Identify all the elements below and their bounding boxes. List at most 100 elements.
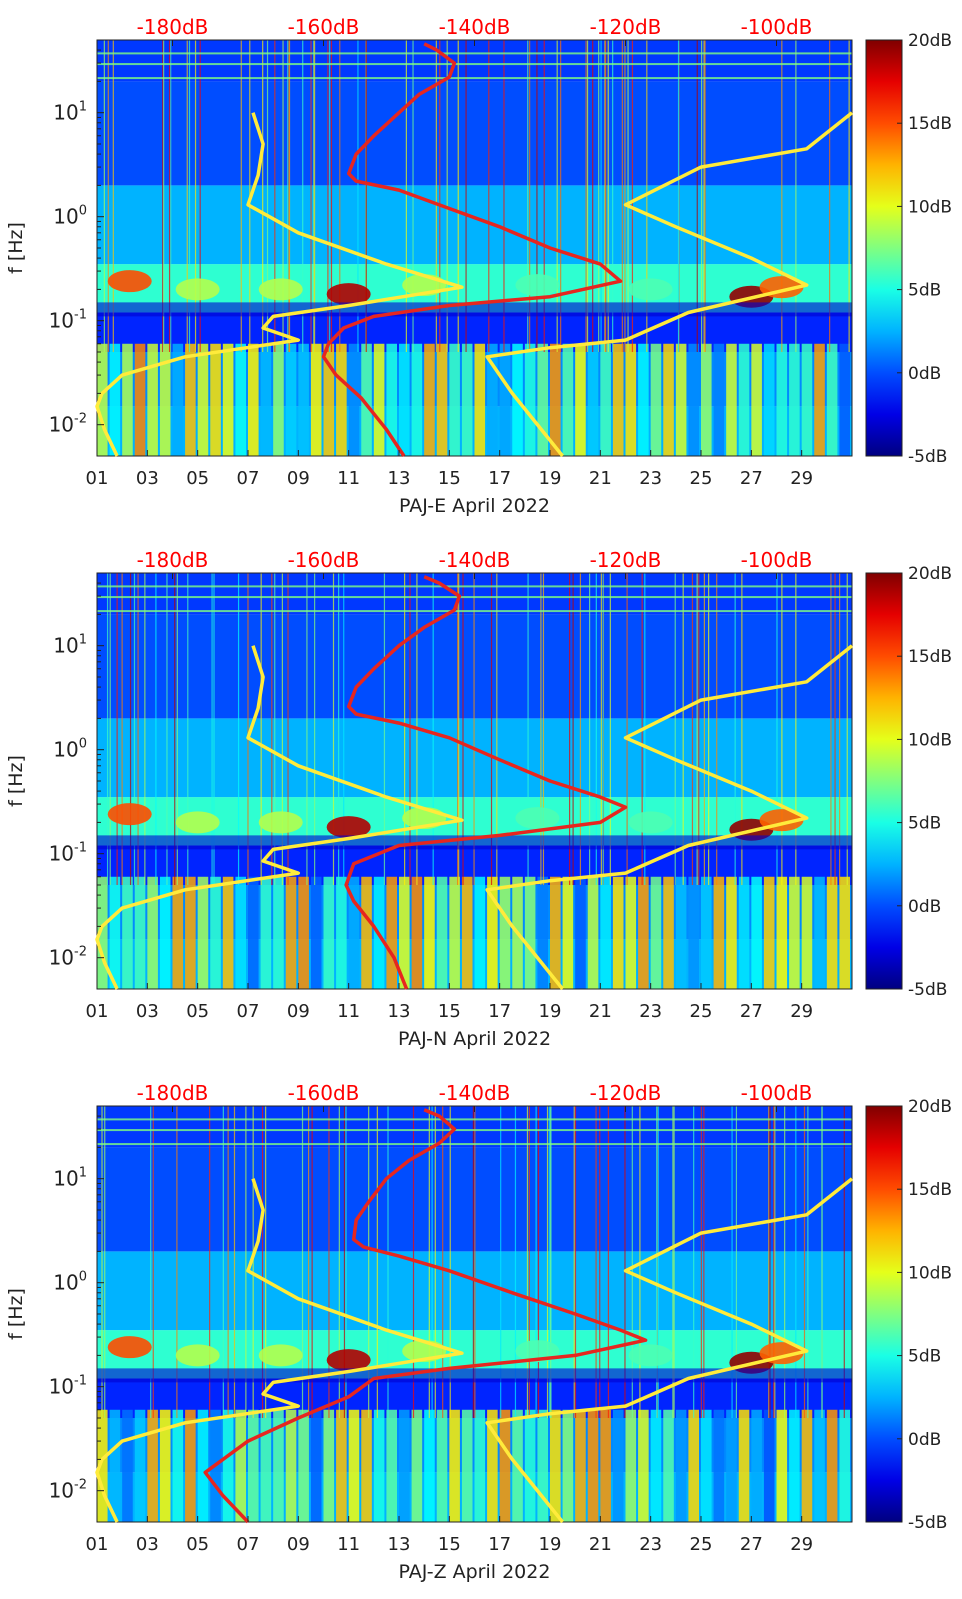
microseism-blob — [258, 278, 303, 301]
series-line-noise-model-high — [485, 644, 854, 991]
y-tick-label: 10-1 — [49, 1374, 87, 1399]
transient-line — [245, 1106, 247, 1418]
transient-line — [261, 1106, 264, 1418]
microseism-blob — [107, 803, 152, 826]
transient-line — [343, 1106, 346, 1418]
x-tick-label: 07 — [237, 1001, 260, 1022]
series-line-station-spectrum — [344, 575, 628, 990]
transient-line — [677, 40, 680, 352]
heatmap-column — [688, 876, 699, 989]
transient-line — [795, 40, 797, 352]
transient-line — [152, 1106, 154, 1418]
transient-line — [612, 40, 614, 352]
transient-line — [700, 1106, 702, 1418]
transient-line — [252, 1106, 254, 1418]
colorbar-tick-label: 20dB — [908, 1097, 952, 1117]
transient-line — [682, 573, 684, 885]
transient-line — [368, 1106, 370, 1418]
transient-line — [550, 1106, 552, 1418]
heatmap-column — [801, 343, 813, 456]
top-axis-tick-label: -160dB — [288, 1081, 360, 1105]
heatmap-column — [650, 1409, 662, 1522]
heatmap-column — [185, 876, 196, 989]
transient-line — [332, 573, 335, 885]
transient-line — [529, 40, 531, 352]
transient-line — [428, 1106, 430, 1418]
heatmap-column — [575, 343, 586, 456]
x-tick-label: 17 — [488, 1534, 511, 1555]
heatmap-column — [411, 876, 423, 989]
heatmap-column — [726, 876, 737, 989]
top-axis-tick-label: -100dB — [741, 1081, 813, 1105]
x-axis-label: PAJ-N April 2022 — [398, 1028, 551, 1050]
heatmap-column — [260, 343, 272, 456]
heatmap-column — [789, 343, 800, 456]
x-tick-label: 21 — [589, 1534, 612, 1555]
transient-line — [302, 40, 304, 352]
heatmap-column — [801, 876, 813, 989]
series-line-station-spectrum — [321, 42, 623, 457]
transient-line — [586, 40, 589, 352]
transient-line — [514, 1106, 517, 1418]
transient-line — [186, 40, 188, 352]
x-tick-label: 07 — [237, 1534, 260, 1555]
y-tick-label: 101 — [53, 1166, 87, 1191]
series-line-station-spectrum — [203, 1108, 648, 1524]
x-tick-label: 25 — [690, 468, 713, 489]
transient-line — [288, 40, 290, 352]
heatmap-column — [185, 343, 196, 456]
heatmap-column — [449, 876, 460, 989]
heatmap-column — [701, 343, 712, 456]
heatmap-column — [663, 1409, 674, 1522]
transient-line — [579, 573, 582, 885]
transient-line — [607, 40, 609, 352]
transient-line — [526, 1106, 529, 1418]
heatmap-column — [285, 876, 297, 989]
transient-line — [338, 1106, 340, 1418]
transient-line — [490, 573, 493, 885]
transient-line — [673, 1106, 675, 1418]
transient-line — [573, 1106, 575, 1418]
colorbar-tick-label: -5dB — [908, 980, 947, 1000]
heatmap-column — [537, 1409, 548, 1522]
heatmap-column — [562, 343, 574, 456]
transient-line — [112, 40, 114, 352]
transient-line — [431, 1106, 433, 1418]
series-line-noise-model-high — [485, 111, 854, 458]
transient-line — [155, 573, 157, 885]
heatmap-column — [449, 343, 460, 456]
transient-line — [162, 40, 164, 352]
transient-line — [585, 40, 587, 352]
x-tick-label: 25 — [690, 1534, 713, 1555]
transient-line — [839, 573, 841, 885]
transient-line — [274, 573, 276, 885]
x-axis-label: PAJ-E April 2022 — [399, 495, 550, 517]
transient-line — [107, 40, 109, 352]
heatmap-column — [650, 876, 662, 989]
transient-line — [600, 40, 602, 352]
heatmap-column — [147, 1409, 158, 1522]
y-tick-label: 100 — [53, 204, 87, 229]
harmonic-line — [97, 52, 852, 55]
transient-line — [560, 40, 562, 352]
heatmap-column — [524, 1409, 536, 1522]
transient-line — [187, 573, 189, 885]
heatmap-column — [487, 876, 498, 989]
x-tick-label: 23 — [639, 468, 662, 489]
heatmap-column — [122, 343, 133, 456]
transient-line — [843, 1106, 845, 1418]
microseism-blob — [326, 816, 371, 839]
heatmap-column — [197, 876, 209, 989]
transient-line — [163, 40, 165, 352]
heatmap-column — [222, 1409, 234, 1522]
x-tick-label: 05 — [186, 1001, 209, 1022]
heatmap-column — [751, 343, 762, 456]
heatmap-column — [122, 876, 133, 989]
transient-line — [434, 1106, 436, 1418]
transient-line — [144, 573, 146, 885]
transient-line — [574, 1106, 577, 1418]
heatmap-column — [638, 343, 649, 456]
spectrogram-panel-1: -180dB -160dB -140dB -120dB -100dB 01 03 05 07 09… — [5, 15, 952, 517]
heatmap-column — [461, 343, 473, 456]
heatmap-column — [814, 876, 825, 989]
